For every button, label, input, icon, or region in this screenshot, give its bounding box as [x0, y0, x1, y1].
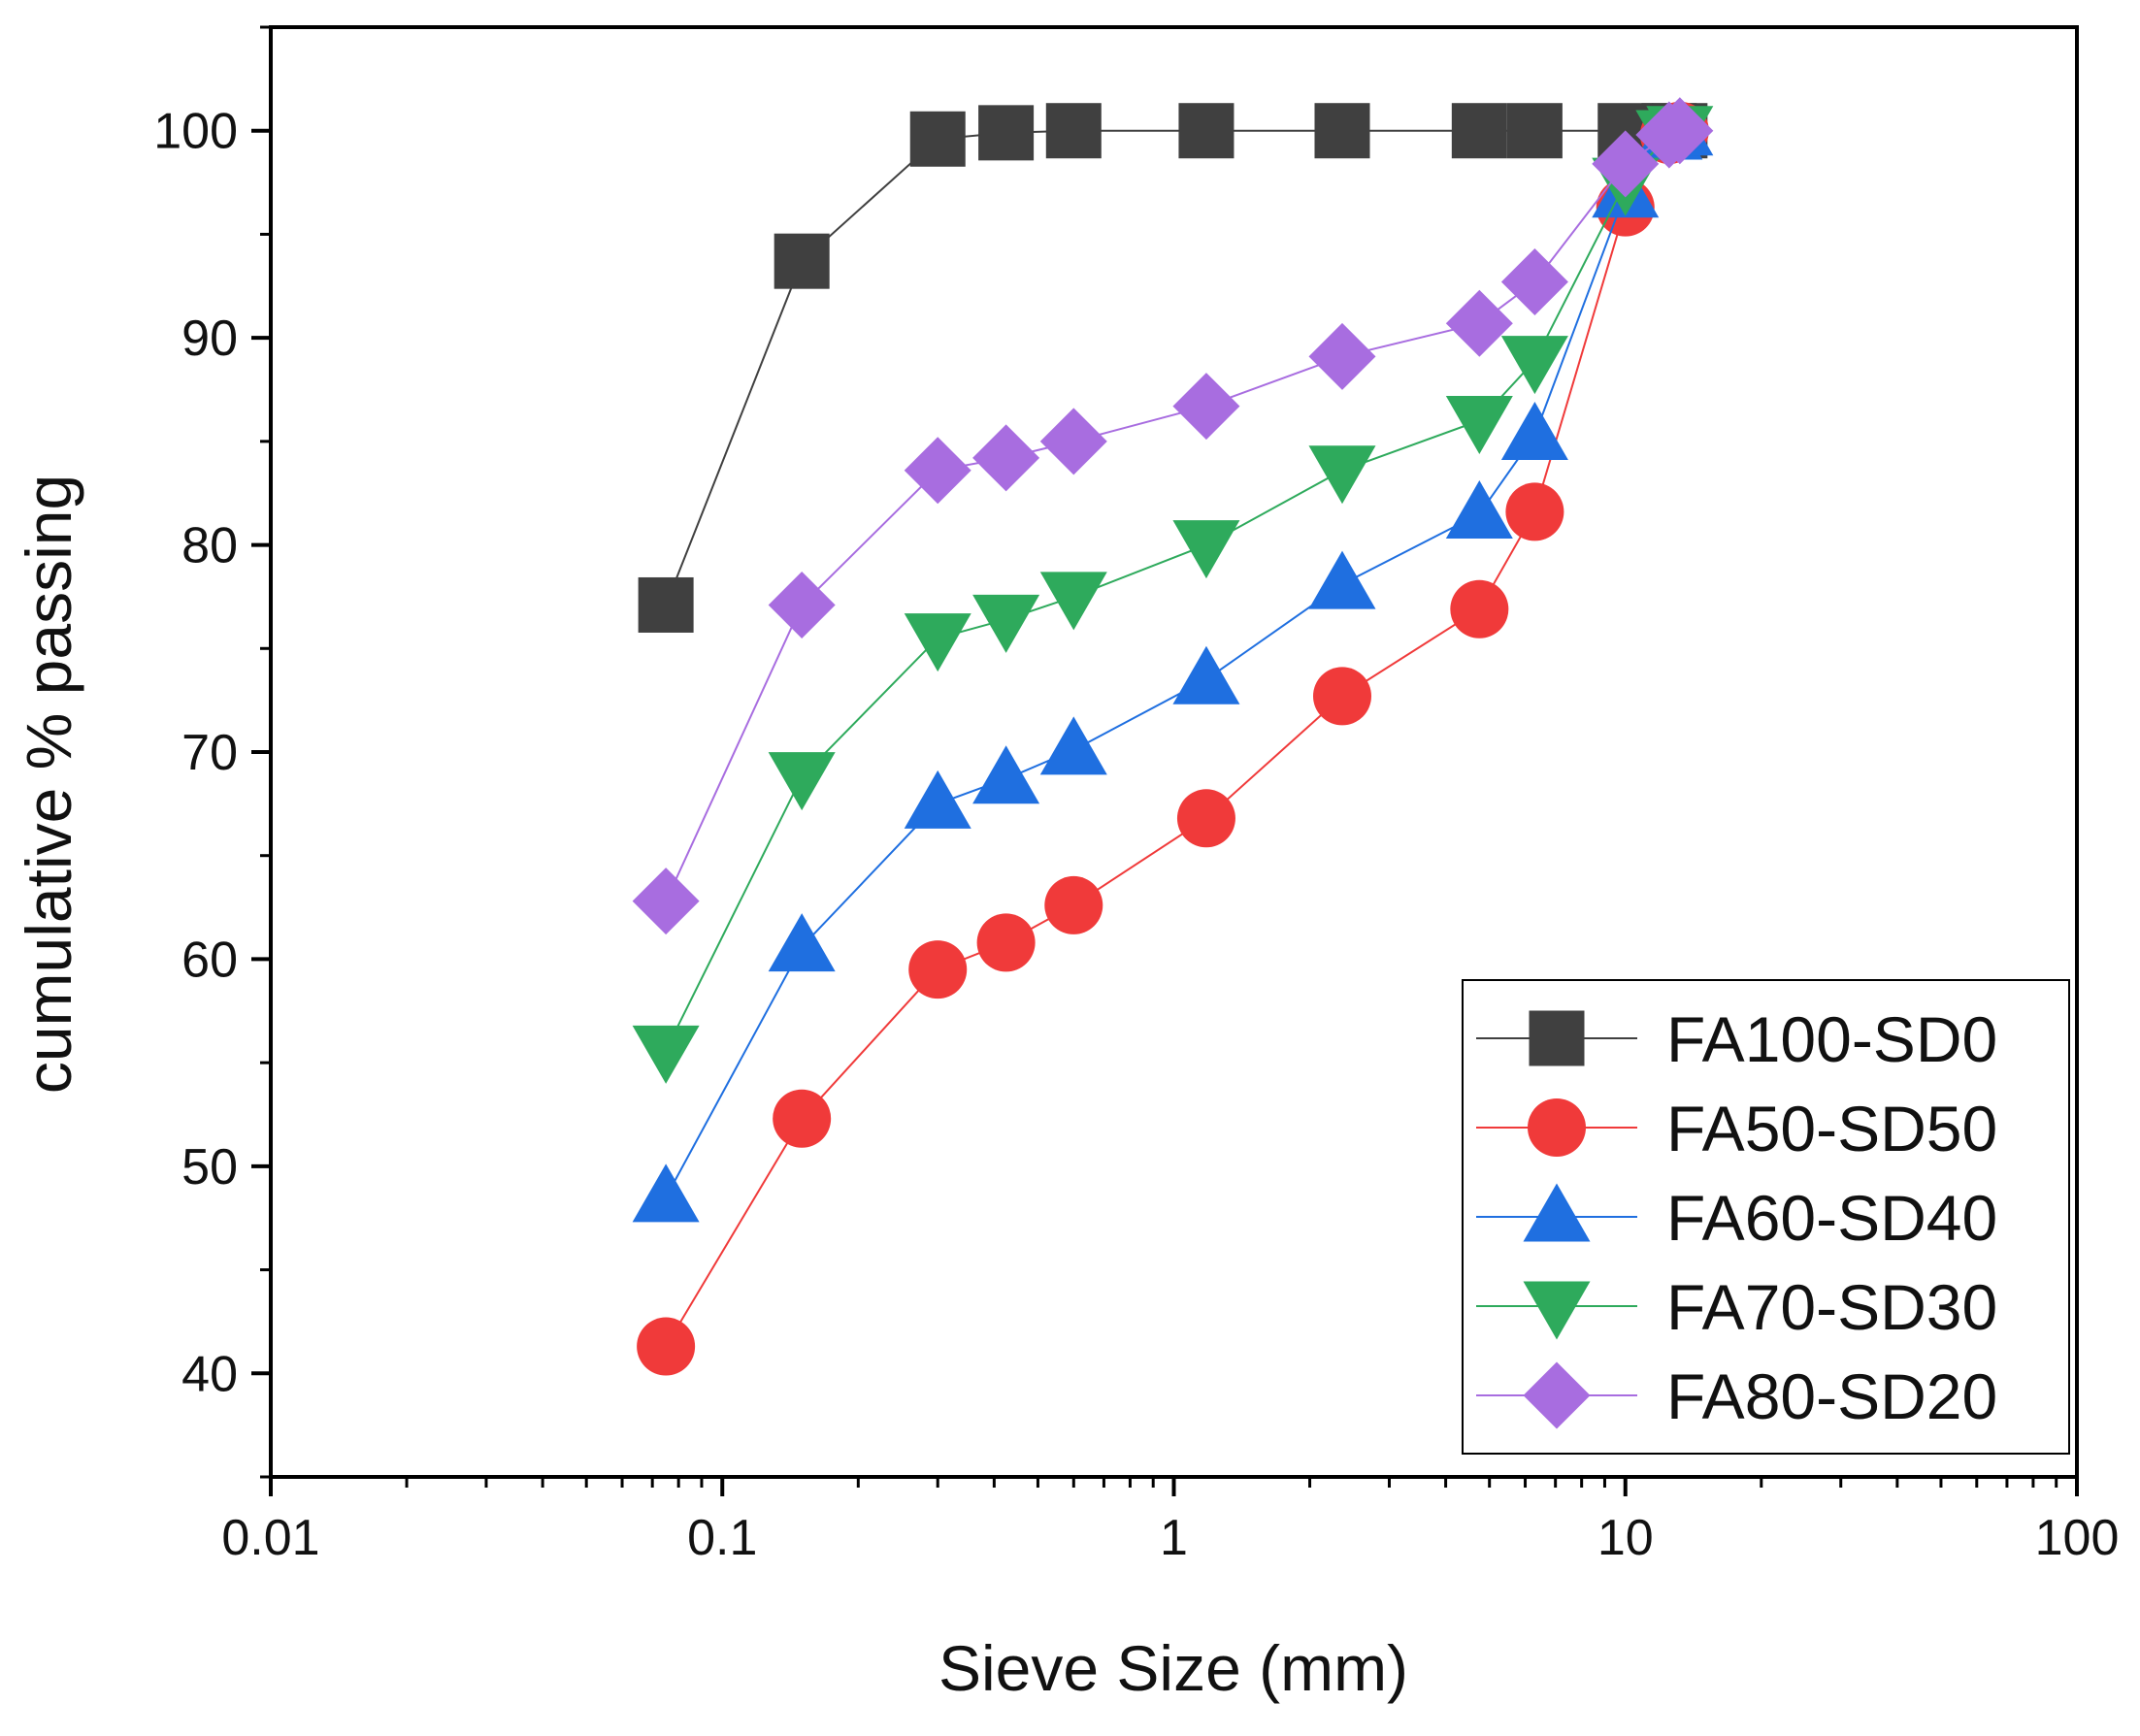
y-tick-label: 70 — [181, 725, 238, 781]
x-tick-label: 0.1 — [687, 1510, 757, 1566]
data-point — [774, 233, 830, 289]
y-tick-label: 60 — [181, 932, 238, 988]
y-tick-label: 100 — [153, 104, 238, 160]
legend-marker — [1528, 1098, 1586, 1157]
legend-label: FA50-SD50 — [1666, 1093, 1997, 1164]
data-point — [978, 105, 1035, 161]
y-tick-label: 50 — [181, 1139, 238, 1196]
data-point — [972, 424, 1040, 492]
x-tick-label: 100 — [2035, 1510, 2120, 1566]
data-point — [1039, 408, 1107, 475]
data-point — [909, 111, 966, 167]
data-point — [1178, 103, 1235, 159]
data-point — [1044, 875, 1103, 934]
data-point — [972, 594, 1040, 653]
data-point — [1646, 97, 1714, 165]
legend-label: FA100-SD0 — [1666, 1003, 1997, 1075]
data-point — [1312, 667, 1371, 726]
legend-entry: FA100-SD0 — [1476, 1003, 1997, 1075]
data-point — [1505, 482, 1564, 541]
data-point — [773, 1089, 832, 1148]
legend-marker — [1523, 1281, 1591, 1340]
data-point — [632, 868, 700, 935]
y-tick-label: 80 — [181, 518, 238, 574]
legend-label: FA70-SD30 — [1666, 1271, 1997, 1343]
data-point — [768, 752, 836, 811]
data-point — [1314, 103, 1370, 159]
data-point — [976, 913, 1036, 972]
legend-label: FA60-SD40 — [1666, 1182, 1997, 1254]
data-point — [1445, 289, 1513, 357]
legend-marker — [1523, 1183, 1591, 1242]
data-point — [1450, 579, 1509, 639]
data-point — [972, 745, 1040, 804]
data-point — [1308, 445, 1376, 505]
data-point — [1445, 396, 1513, 455]
legend-label: FA80-SD20 — [1666, 1360, 1997, 1432]
data-point — [1500, 248, 1568, 316]
data-point — [638, 576, 694, 633]
legend-entry: FA70-SD30 — [1476, 1271, 1997, 1343]
data-point — [904, 613, 971, 672]
data-point — [1308, 322, 1376, 390]
data-point — [768, 913, 836, 972]
y-tick-label: 90 — [181, 311, 238, 367]
legend-entry: FA60-SD40 — [1476, 1182, 1997, 1254]
x-axis-ticks: 0.01 0.1 1 10 100 — [221, 1477, 2119, 1566]
legend-entry: FA80-SD20 — [1476, 1360, 1997, 1432]
y-axis-title: cumulative % passing — [13, 475, 84, 1094]
series-fa80-sd20 — [632, 97, 1714, 935]
data-point — [1039, 572, 1107, 631]
y-axis-ticks: 40 50 60 70 80 90 100 — [153, 25, 271, 1479]
data-point — [1176, 789, 1235, 848]
series-layer — [632, 97, 1714, 1376]
data-point — [1506, 103, 1563, 159]
data-point — [904, 770, 971, 829]
data-point — [1445, 480, 1513, 540]
x-tick-label: 0.01 — [221, 1510, 319, 1566]
data-point — [632, 1025, 700, 1084]
x-tick-label: 1 — [1160, 1510, 1188, 1566]
data-point — [1308, 550, 1376, 609]
data-point — [904, 437, 971, 505]
legend-marker — [1523, 1361, 1591, 1429]
legend-marker — [1529, 1010, 1585, 1066]
data-point — [768, 571, 836, 639]
data-point — [1592, 130, 1660, 198]
data-point — [1172, 520, 1240, 579]
legend-entry: FA50-SD50 — [1476, 1093, 1997, 1164]
y-tick-label: 40 — [181, 1346, 238, 1402]
legend: FA100-SD0 FA50-SD50 FA60-SD40 FA70-SD30 FA80… — [1462, 979, 2070, 1455]
data-point — [908, 940, 968, 999]
data-point — [1039, 716, 1107, 775]
x-tick-label: 10 — [1597, 1510, 1654, 1566]
x-axis-title: Sieve Size (mm) — [938, 1632, 1408, 1704]
data-point — [632, 1163, 700, 1223]
data-point — [1172, 645, 1240, 704]
data-point — [1500, 401, 1568, 460]
data-point — [1451, 103, 1507, 159]
data-point — [1500, 336, 1568, 395]
data-point — [1172, 373, 1240, 441]
data-point — [637, 1317, 696, 1376]
data-point — [1045, 103, 1102, 159]
